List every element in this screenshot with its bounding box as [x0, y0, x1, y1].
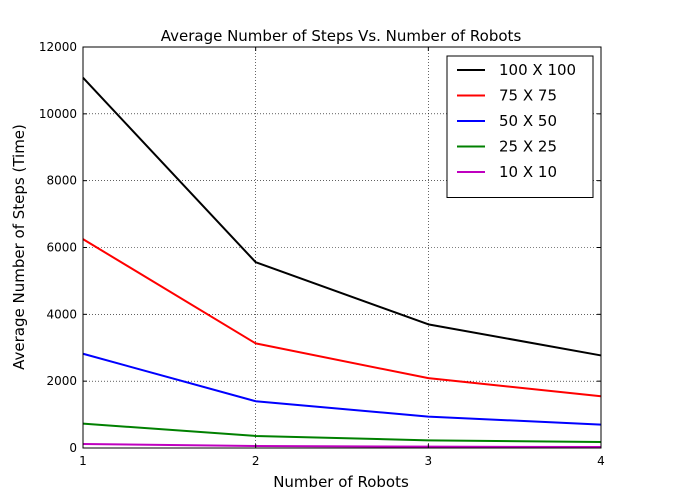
- y-tick-label: 12000: [39, 40, 77, 54]
- x-axis-title: Number of Robots: [273, 473, 409, 491]
- series-line: [82, 442, 602, 448]
- grid: [83, 47, 601, 448]
- series-line: [82, 238, 602, 398]
- legend: 100 X 100 75 X 75 50 X 50 25 X 25 10 X 10: [446, 55, 594, 198]
- legend-label: 100 X 100: [499, 61, 576, 79]
- legend-label: 75 X 75: [499, 87, 557, 105]
- y-tick-label: 2000: [46, 374, 77, 388]
- x-tick-label: 1: [79, 454, 87, 468]
- y-tick-label: 8000: [46, 174, 77, 188]
- y-tick-label: 10000: [39, 107, 77, 121]
- x-tick-label: 2: [252, 454, 260, 468]
- x-tick-label: 3: [425, 454, 433, 468]
- legend-label: 25 X 25: [499, 138, 557, 156]
- legend-label: 10 X 10: [499, 163, 557, 181]
- legend-box: [446, 55, 594, 198]
- series-line: [82, 352, 602, 426]
- series-line: [82, 77, 602, 357]
- y-tick-label: 6000: [46, 241, 77, 255]
- axis-ticks: 1 2 3 4 0 2000 4000 6000 8000 10000 12000: [39, 40, 605, 468]
- y-tick-label: 4000: [46, 307, 77, 321]
- legend-label: 50 X 50: [499, 112, 557, 130]
- x-tick-label: 4: [597, 454, 605, 468]
- y-tick-label: 0: [69, 441, 77, 455]
- series-lines: [82, 77, 602, 448]
- y-axis-title: Average Number of Steps (Time): [10, 124, 28, 370]
- chart-title: Average Number of Steps Vs. Number of Ro…: [161, 27, 522, 45]
- series-line: [82, 422, 602, 443]
